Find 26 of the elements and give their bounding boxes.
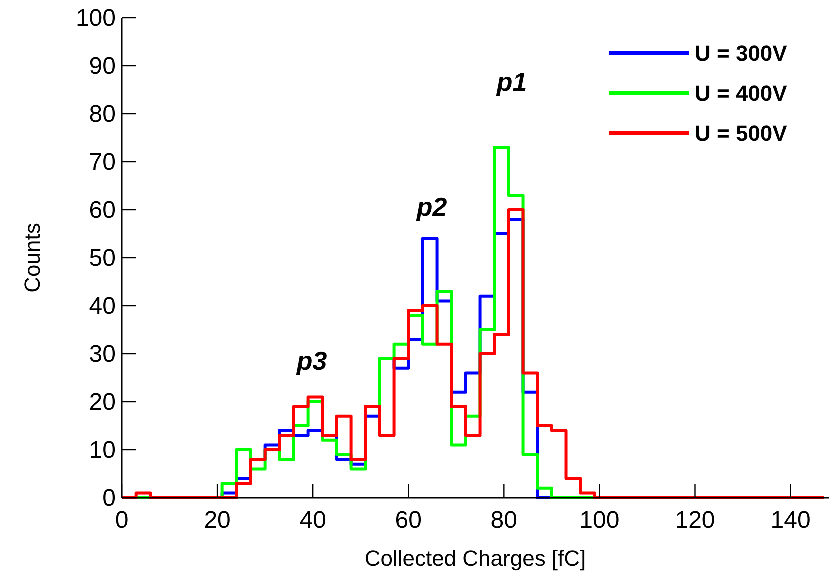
y-axis-title: Counts bbox=[20, 223, 45, 293]
x-axis-title: Collected Charges [fC] bbox=[364, 546, 586, 571]
y-tick-label: 60 bbox=[89, 197, 116, 224]
x-tick-label: 40 bbox=[300, 507, 326, 534]
y-tick-label: 90 bbox=[89, 53, 116, 80]
legend-label: U = 300V bbox=[695, 41, 788, 66]
y-tick-label: 30 bbox=[89, 341, 116, 368]
x-tick-label: 140 bbox=[770, 507, 811, 534]
x-tick-label: 100 bbox=[580, 507, 620, 534]
annotation: p1 bbox=[496, 67, 528, 97]
y-tick-label: 0 bbox=[102, 485, 116, 512]
x-tick-label: 120 bbox=[675, 507, 716, 534]
x-tick-label: 20 bbox=[204, 507, 231, 534]
y-tick-label: 40 bbox=[89, 293, 116, 320]
legend-label: U = 500V bbox=[695, 121, 788, 146]
y-tick-label: 80 bbox=[89, 101, 116, 128]
x-tick-label: 60 bbox=[395, 507, 422, 534]
y-tick-label: 70 bbox=[89, 149, 116, 176]
x-tick-label: 80 bbox=[490, 507, 518, 534]
y-tick-label: 20 bbox=[89, 389, 116, 416]
y-tick-label: 50 bbox=[89, 245, 116, 272]
y-tick-label: 10 bbox=[89, 437, 116, 464]
annotation: p3 bbox=[296, 346, 328, 376]
legend-label: U = 400V bbox=[695, 81, 788, 106]
annotation: p2 bbox=[416, 192, 448, 222]
y-tick-label: 100 bbox=[76, 5, 116, 32]
